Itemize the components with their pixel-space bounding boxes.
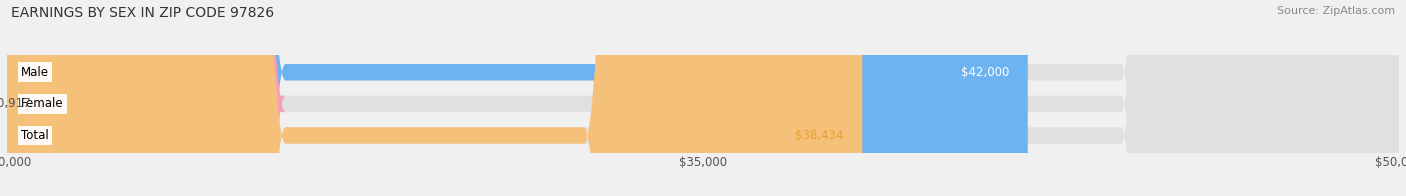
- Text: $38,434: $38,434: [796, 129, 844, 142]
- Text: Female: Female: [21, 97, 63, 110]
- FancyBboxPatch shape: [7, 0, 1399, 196]
- FancyBboxPatch shape: [7, 0, 1399, 196]
- Text: Total: Total: [21, 129, 49, 142]
- FancyBboxPatch shape: [7, 0, 1028, 196]
- FancyBboxPatch shape: [7, 0, 1399, 196]
- FancyBboxPatch shape: [7, 0, 862, 196]
- Text: Male: Male: [21, 66, 49, 79]
- Text: $20,917: $20,917: [0, 97, 31, 110]
- Text: EARNINGS BY SEX IN ZIP CODE 97826: EARNINGS BY SEX IN ZIP CODE 97826: [11, 6, 274, 20]
- Text: $42,000: $42,000: [960, 66, 1010, 79]
- Text: Source: ZipAtlas.com: Source: ZipAtlas.com: [1277, 6, 1395, 16]
- FancyBboxPatch shape: [0, 0, 285, 196]
